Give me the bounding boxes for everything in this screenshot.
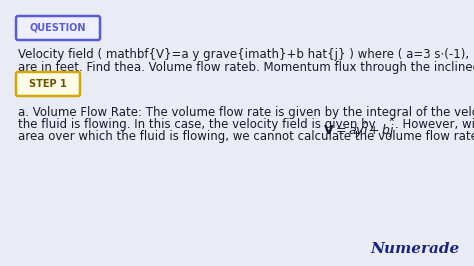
Text: Velocity field ( mathbf{V}=a y grave{imath}+b hat{j} ) where ( a=3 s⋅(-1), b=2 m: Velocity field ( mathbf{V}=a y grave{ima… — [18, 48, 474, 61]
Text: . However, without information about the: . However, without information about the — [395, 118, 474, 131]
Text: area over which the fluid is flowing, we cannot calculate the volume flow rate.: area over which the fluid is flowing, we… — [18, 130, 474, 143]
Text: STEP 1: STEP 1 — [29, 79, 67, 89]
FancyBboxPatch shape — [16, 72, 80, 96]
Text: QUESTION: QUESTION — [30, 23, 86, 33]
Text: the fluid is flowing. In this case, the velocity field is given by: the fluid is flowing. In this case, the … — [18, 118, 379, 131]
Text: are in feet. Find thea. Volume flow rateb. Momentum flux through the inclined su: are in feet. Find thea. Volume flow rate… — [18, 61, 474, 74]
Text: a. Volume Flow Rate: The volume flow rate is given by the integral of the veloci: a. Volume Flow Rate: The volume flow rat… — [18, 106, 474, 119]
FancyBboxPatch shape — [16, 16, 100, 40]
Text: Numerade: Numerade — [371, 242, 460, 256]
Text: $\mathbf{V} = ay\hat{\imath} + b\hat{j}$: $\mathbf{V} = ay\hat{\imath} + b\hat{j}$ — [323, 118, 395, 140]
